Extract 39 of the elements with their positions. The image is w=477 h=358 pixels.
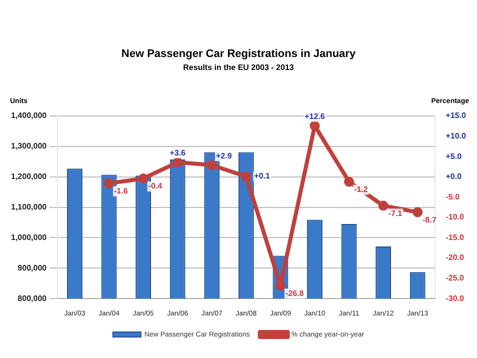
y2-tick-label: -10.0 — [446, 212, 465, 222]
y2-tick-label: +0.0 — [446, 172, 462, 182]
point — [206, 160, 217, 170]
y2-tick-label: +5.0 — [446, 152, 462, 161]
y2-tick-label: -25.0 — [446, 274, 465, 283]
point — [344, 176, 354, 187]
y-tick-label: 1,100,000 — [10, 202, 48, 212]
point — [138, 173, 148, 184]
point — [172, 157, 183, 168]
data-label: -1.6 — [114, 186, 128, 196]
chart-title: New Passenger Car Registrations in January — [120, 48, 357, 60]
data-label: +3.6 — [170, 148, 186, 158]
data-label: -7.1 — [388, 208, 403, 218]
data-label: +12.6 — [304, 112, 326, 121]
y2-tick-label: -5.0 — [446, 192, 460, 202]
data-label: +0.1 — [254, 172, 271, 181]
y2-tick-label: +10.0 — [446, 131, 467, 140]
y-tick-label: 1,400,000 — [10, 111, 48, 120]
data-label: -8.7 — [422, 215, 437, 224]
point — [412, 207, 423, 218]
data-label: -26.8 — [285, 288, 304, 298]
data-label: +2.9 — [216, 151, 232, 160]
y2-tick-label: -30.0 — [446, 294, 465, 303]
point — [310, 120, 320, 131]
point — [241, 171, 252, 182]
y-tick-label: 1,300,000 — [10, 142, 48, 151]
y2-tick-label: -20.0 — [446, 253, 465, 262]
y-tick-label: 1,200,000 — [10, 172, 48, 182]
point — [378, 200, 388, 211]
y-tick-label: 1,000,000 — [10, 232, 48, 242]
y2-tick-label: +15.0 — [446, 111, 467, 120]
y2-tick-label: -15.0 — [446, 232, 465, 242]
y-tick-label: 900,000 — [18, 263, 48, 272]
point — [275, 280, 286, 291]
data-label: -0.4 — [148, 182, 163, 191]
chart-subtitle: Results in the EU 2003 - 2013 — [182, 63, 295, 72]
data-label: -1.2 — [354, 184, 368, 194]
y-tick-label: 800,000 — [18, 294, 48, 303]
point — [104, 178, 114, 188]
